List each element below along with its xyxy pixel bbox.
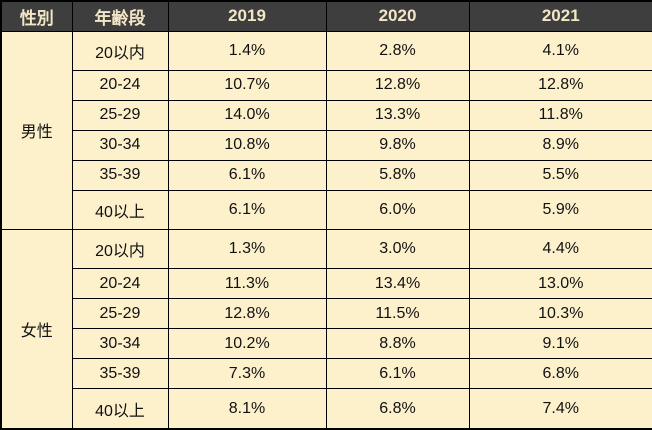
gender-cell-male: 男性 <box>0 30 73 231</box>
value-cell: 12.8% <box>167 298 327 330</box>
col-header-2021: 2021 <box>468 0 652 32</box>
col-header-gender: 性別 <box>0 0 73 32</box>
value-cell: 11.5% <box>325 298 470 330</box>
value-cell: 6.8% <box>468 358 652 390</box>
value-cell: 13.0% <box>468 268 652 300</box>
value-cell: 7.4% <box>468 388 652 430</box>
table-row: 25-29 14.0% 13.3% 11.8% <box>1 99 652 131</box>
age-cell: 40以上 <box>71 189 169 231</box>
table-row: 女性 20以内 1.3% 3.0% 4.4% <box>0 229 652 430</box>
header-row: 性別 年齢段 2019 2020 2021 <box>0 0 652 32</box>
value-cell: 8.8% <box>325 328 470 360</box>
table-row: 20-24 11.3% 13.4% 13.0% <box>1 268 652 300</box>
value-cell: 10.8% <box>167 129 327 161</box>
value-cell: 4.4% <box>468 229 652 270</box>
value-cell: 6.8% <box>325 388 470 430</box>
value-cell: 3.0% <box>325 229 470 270</box>
table-row: 20-24 10.7% 12.8% 12.8% <box>1 69 652 101</box>
value-cell: 7.3% <box>167 358 327 390</box>
value-cell: 5.9% <box>468 189 652 231</box>
value-cell: 10.2% <box>167 328 327 360</box>
value-cell: 6.0% <box>325 189 470 231</box>
value-cell: 5.8% <box>325 159 470 191</box>
age-cell: 20-24 <box>71 268 169 300</box>
value-cell: 13.4% <box>325 268 470 300</box>
value-cell: 1.4% <box>167 30 327 71</box>
age-cell: 20以内 <box>71 30 169 71</box>
age-cell: 25-29 <box>71 298 169 330</box>
value-cell: 14.0% <box>167 99 327 131</box>
age-cell: 35-39 <box>71 358 169 390</box>
value-cell: 9.1% <box>468 328 652 360</box>
age-cell: 35-39 <box>71 159 169 191</box>
value-cell: 8.9% <box>468 129 652 161</box>
value-cell: 5.5% <box>468 159 652 191</box>
value-cell: 2.8% <box>325 30 470 71</box>
value-cell: 12.8% <box>468 69 652 101</box>
age-cell: 30-34 <box>71 129 169 161</box>
age-cell: 25-29 <box>71 99 169 131</box>
table-row: 25-29 12.8% 11.5% 10.3% <box>1 298 652 330</box>
value-cell: 1.3% <box>167 229 327 270</box>
table-row: 30-34 10.8% 9.8% 8.9% <box>1 129 652 161</box>
value-cell: 6.1% <box>167 189 327 231</box>
value-cell: 11.3% <box>167 268 327 300</box>
value-cell: 10.3% <box>468 298 652 330</box>
age-cell: 30-34 <box>71 328 169 360</box>
value-cell: 10.7% <box>167 69 327 101</box>
table-row: 40以上 6.1% 6.0% 5.9% <box>1 189 652 231</box>
table-row: 40以上 8.1% 6.8% 7.4% <box>1 388 652 430</box>
value-cell: 6.1% <box>325 358 470 390</box>
col-header-2019: 2019 <box>167 0 327 32</box>
gender-cell-female: 女性 <box>0 229 73 430</box>
table-row: 35-39 6.1% 5.8% 5.5% <box>1 159 652 191</box>
col-header-age-group: 年齢段 <box>71 0 169 32</box>
age-cell: 20以内 <box>71 229 169 270</box>
col-header-2020: 2020 <box>325 0 470 32</box>
value-cell: 8.1% <box>167 388 327 430</box>
value-cell: 4.1% <box>468 30 652 71</box>
age-cell: 20-24 <box>71 69 169 101</box>
value-cell: 11.8% <box>468 99 652 131</box>
value-cell: 12.8% <box>325 69 470 101</box>
table-row: 男性 20以内 1.4% 2.8% 4.1% <box>0 30 652 231</box>
table-row: 30-34 10.2% 8.8% 9.1% <box>1 328 652 360</box>
table-row: 35-39 7.3% 6.1% 6.8% <box>1 358 652 390</box>
value-cell: 6.1% <box>167 159 327 191</box>
age-cell: 40以上 <box>71 388 169 430</box>
value-cell: 13.3% <box>325 99 470 131</box>
value-cell: 9.8% <box>325 129 470 161</box>
